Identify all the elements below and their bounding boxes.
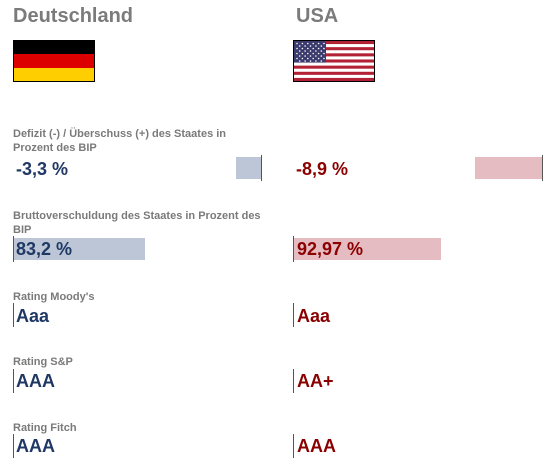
- germany-flag-icon: [13, 40, 95, 82]
- fitch-axis-usa: [293, 434, 294, 458]
- metric-label-fitch: Rating Fitch: [13, 422, 77, 434]
- usa-flag-icon: [293, 40, 375, 82]
- moodys-axis-germany: [13, 303, 14, 327]
- debt-bar-germany: [14, 238, 145, 260]
- moodys-axis-usa: [293, 303, 294, 327]
- deficit-axis-germany: [261, 155, 262, 181]
- debt-axis-usa: [293, 236, 294, 262]
- sp-rating-germany: AAA: [16, 371, 55, 391]
- fitch-rating-germany: AAA: [16, 436, 55, 456]
- metric-label-debt: Bruttoverschuldung des Staates in Prozen…: [13, 210, 261, 236]
- debt-axis-germany: [13, 236, 14, 262]
- deficit-value-germany: -3,3 %: [16, 159, 69, 179]
- metric-label-deficit: Defizit (-) / Überschuss (+) des Staates…: [13, 128, 227, 154]
- sp-axis-germany: [13, 369, 14, 393]
- moodys-rating-usa: Aaa: [297, 306, 331, 326]
- deficit-axis-usa: [542, 155, 543, 181]
- deficit-bar-usa: [475, 157, 542, 179]
- country-title-usa: USA: [296, 5, 339, 27]
- fitch-axis-germany: [13, 434, 14, 458]
- moodys-rating-germany: Aaa: [16, 306, 50, 326]
- debt-value-germany: 83,2 %: [16, 239, 73, 259]
- deficit-bar-germany: [236, 157, 261, 179]
- debt-value-usa: 92,97 %: [297, 239, 364, 259]
- metric-label-moodys: Rating Moody's: [13, 291, 95, 303]
- deficit-value-usa: -8,9 %: [296, 159, 349, 179]
- sp-axis-usa: [293, 369, 294, 393]
- metric-label-sp: Rating S&P: [13, 356, 73, 368]
- fitch-rating-usa: AAA: [297, 436, 336, 456]
- sp-rating-usa: AA+: [297, 371, 334, 391]
- debt-bar-usa: [294, 238, 441, 260]
- country-title-germany: Deutschland: [13, 5, 134, 27]
